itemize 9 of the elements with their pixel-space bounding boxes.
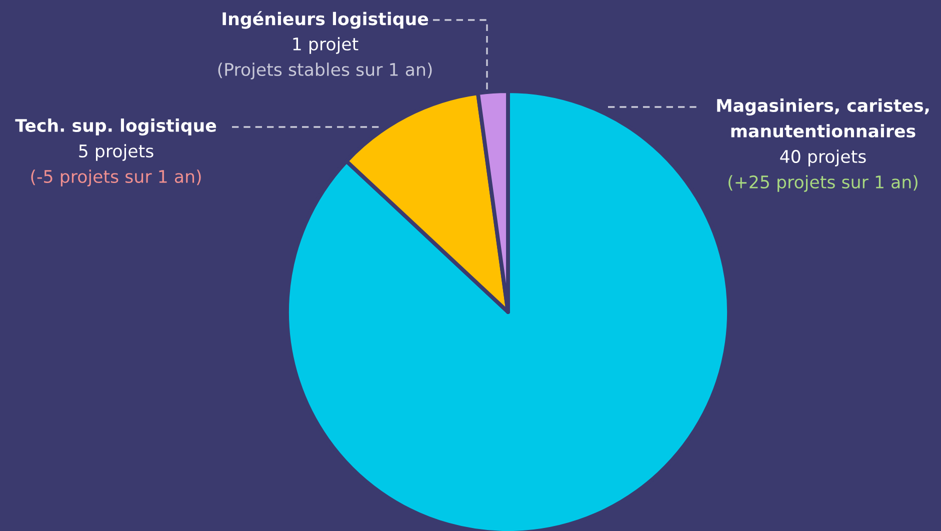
text: (-5 projets sur 1 an) <box>31 170 201 186</box>
data-label: 40 projets <box>780 150 866 166</box>
text: (Projets stables sur 1 an) <box>218 62 432 80</box>
slice-label: Magasiniers, caristes, manutentionnaires <box>717 98 929 138</box>
slice-label: Ingénieurs logistique <box>222 11 428 29</box>
slice-label: Tech. sup. logistique <box>15 118 216 136</box>
data-label: 5 projets <box>79 144 154 161</box>
text: (+25 projets sur 1 an) <box>728 175 918 192</box>
data-label: 1 projet <box>293 37 358 54</box>
